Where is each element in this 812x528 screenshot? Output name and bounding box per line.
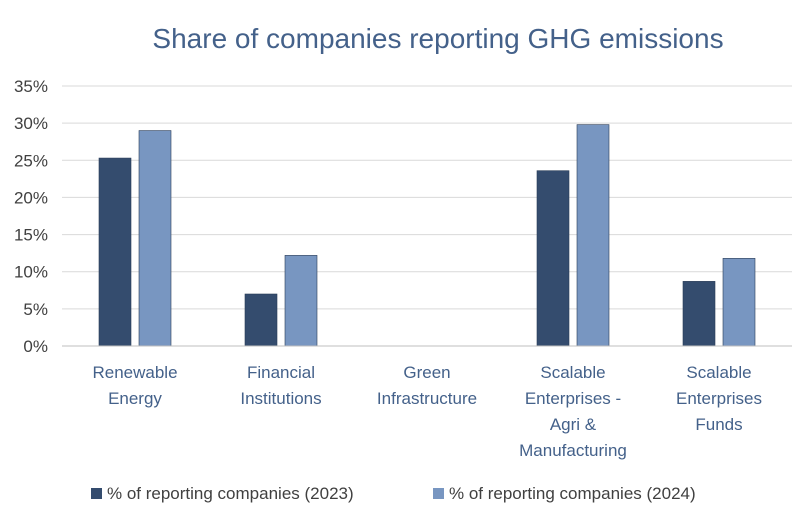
category-label: Green Infrastructure — [377, 363, 477, 408]
category-label: Scalable Enterprises -Agri & Manufacturing — [519, 363, 627, 460]
legend-label: % of reporting companies (2024) — [449, 484, 696, 503]
bar-series-2 — [576, 124, 610, 347]
y-tick-label: 10% — [14, 263, 48, 282]
category-label: Financial Institutions — [240, 363, 321, 408]
bar-series-2 — [138, 130, 172, 347]
y-tick-label: 30% — [14, 114, 48, 133]
category-label: Scalable Enterprises Funds — [676, 363, 762, 434]
y-axis-ticks: 0% 5% 10% 15% 20% 25% 30% 35% — [14, 77, 48, 356]
y-tick-label: 25% — [14, 151, 48, 170]
y-tick-label: 5% — [23, 300, 48, 319]
y-tick-label: 0% — [23, 337, 48, 356]
category-labels: Renewable Energy Financial Institutions Gree… — [92, 363, 762, 460]
chart-title: Share of companies reporting GHG emissio… — [152, 23, 723, 54]
bar-series-1 — [244, 293, 278, 347]
y-tick-label: 15% — [14, 226, 48, 245]
legend-label: % of reporting companies (2023) — [107, 484, 354, 503]
bar-series-1 — [682, 281, 716, 347]
bar-series-2 — [284, 255, 318, 347]
y-tick-label: 35% — [14, 77, 48, 96]
legend-swatch — [91, 488, 102, 499]
legend-swatch — [433, 488, 444, 499]
bar-series-1 — [536, 170, 570, 347]
gridlines — [62, 85, 792, 310]
bar-series-1 — [98, 157, 132, 347]
bars — [98, 124, 756, 347]
y-tick-label: 20% — [14, 188, 48, 207]
bar-series-2 — [722, 258, 756, 347]
category-label: Renewable Energy — [92, 363, 177, 408]
legend: % of reporting companies (2023) % of repo… — [91, 484, 696, 503]
